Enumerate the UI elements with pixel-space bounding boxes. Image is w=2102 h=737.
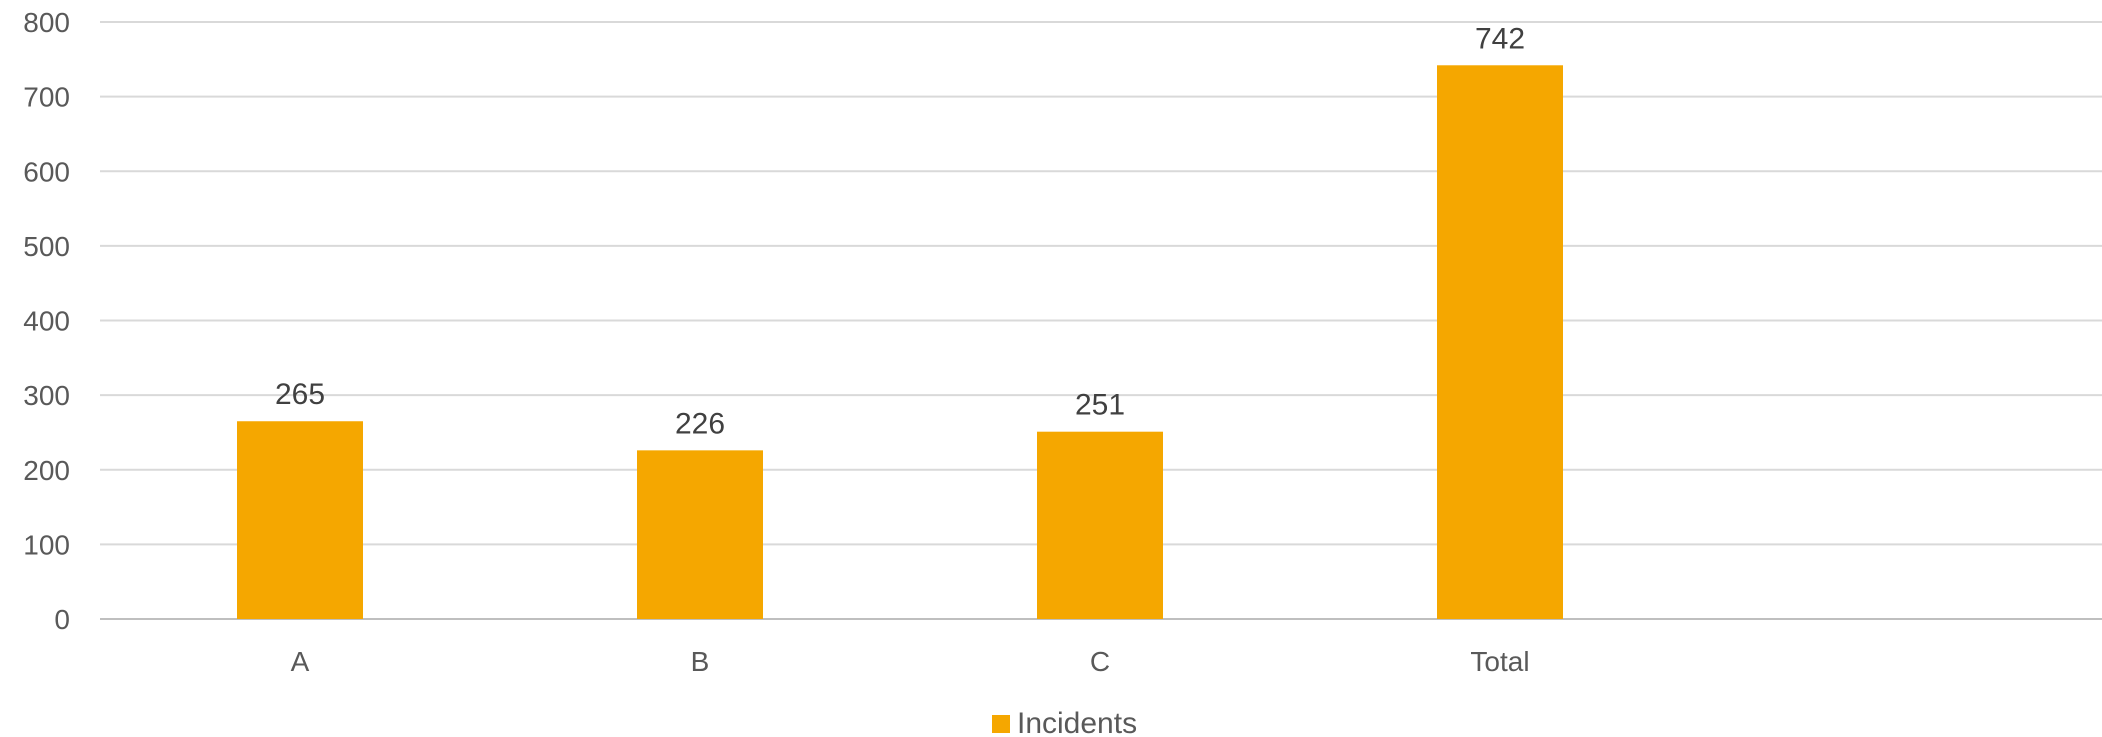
- bar-b: [637, 450, 763, 619]
- data-labels: 265 226 251 742: [275, 22, 1525, 440]
- y-tick-label-0: 0: [54, 604, 70, 635]
- y-tick-label-400: 400: [23, 306, 70, 337]
- x-axis-category-labels: A B C Total: [291, 646, 1530, 677]
- y-axis-tick-labels: 0 100 200 300 400 500 600 700 800: [23, 7, 70, 635]
- bar-c: [1037, 431, 1163, 619]
- x-tick-label-a: A: [291, 646, 310, 677]
- x-tick-label-c: C: [1090, 646, 1110, 677]
- y-tick-label-700: 700: [23, 82, 70, 113]
- y-tick-label-100: 100: [23, 529, 70, 560]
- data-label-total: 742: [1475, 22, 1525, 55]
- y-tick-label-300: 300: [23, 380, 70, 411]
- bar-total: [1437, 65, 1563, 620]
- data-label-b: 226: [675, 407, 725, 440]
- y-tick-label-500: 500: [23, 231, 70, 262]
- legend-label-incidents: Incidents: [1017, 707, 1137, 737]
- x-tick-label-b: B: [691, 646, 710, 677]
- y-tick-label-200: 200: [23, 455, 70, 486]
- x-tick-label-total: Total: [1470, 646, 1529, 677]
- bar-a: [237, 421, 363, 619]
- data-label-a: 265: [275, 378, 325, 411]
- gridlines: [100, 21, 2102, 620]
- bars: [237, 65, 1563, 620]
- data-label-c: 251: [1075, 389, 1125, 422]
- y-tick-label-600: 600: [23, 156, 70, 187]
- legend[interactable]: Incidents: [992, 707, 1137, 737]
- y-tick-label-800: 800: [23, 7, 70, 38]
- legend-swatch-incidents: [992, 715, 1010, 733]
